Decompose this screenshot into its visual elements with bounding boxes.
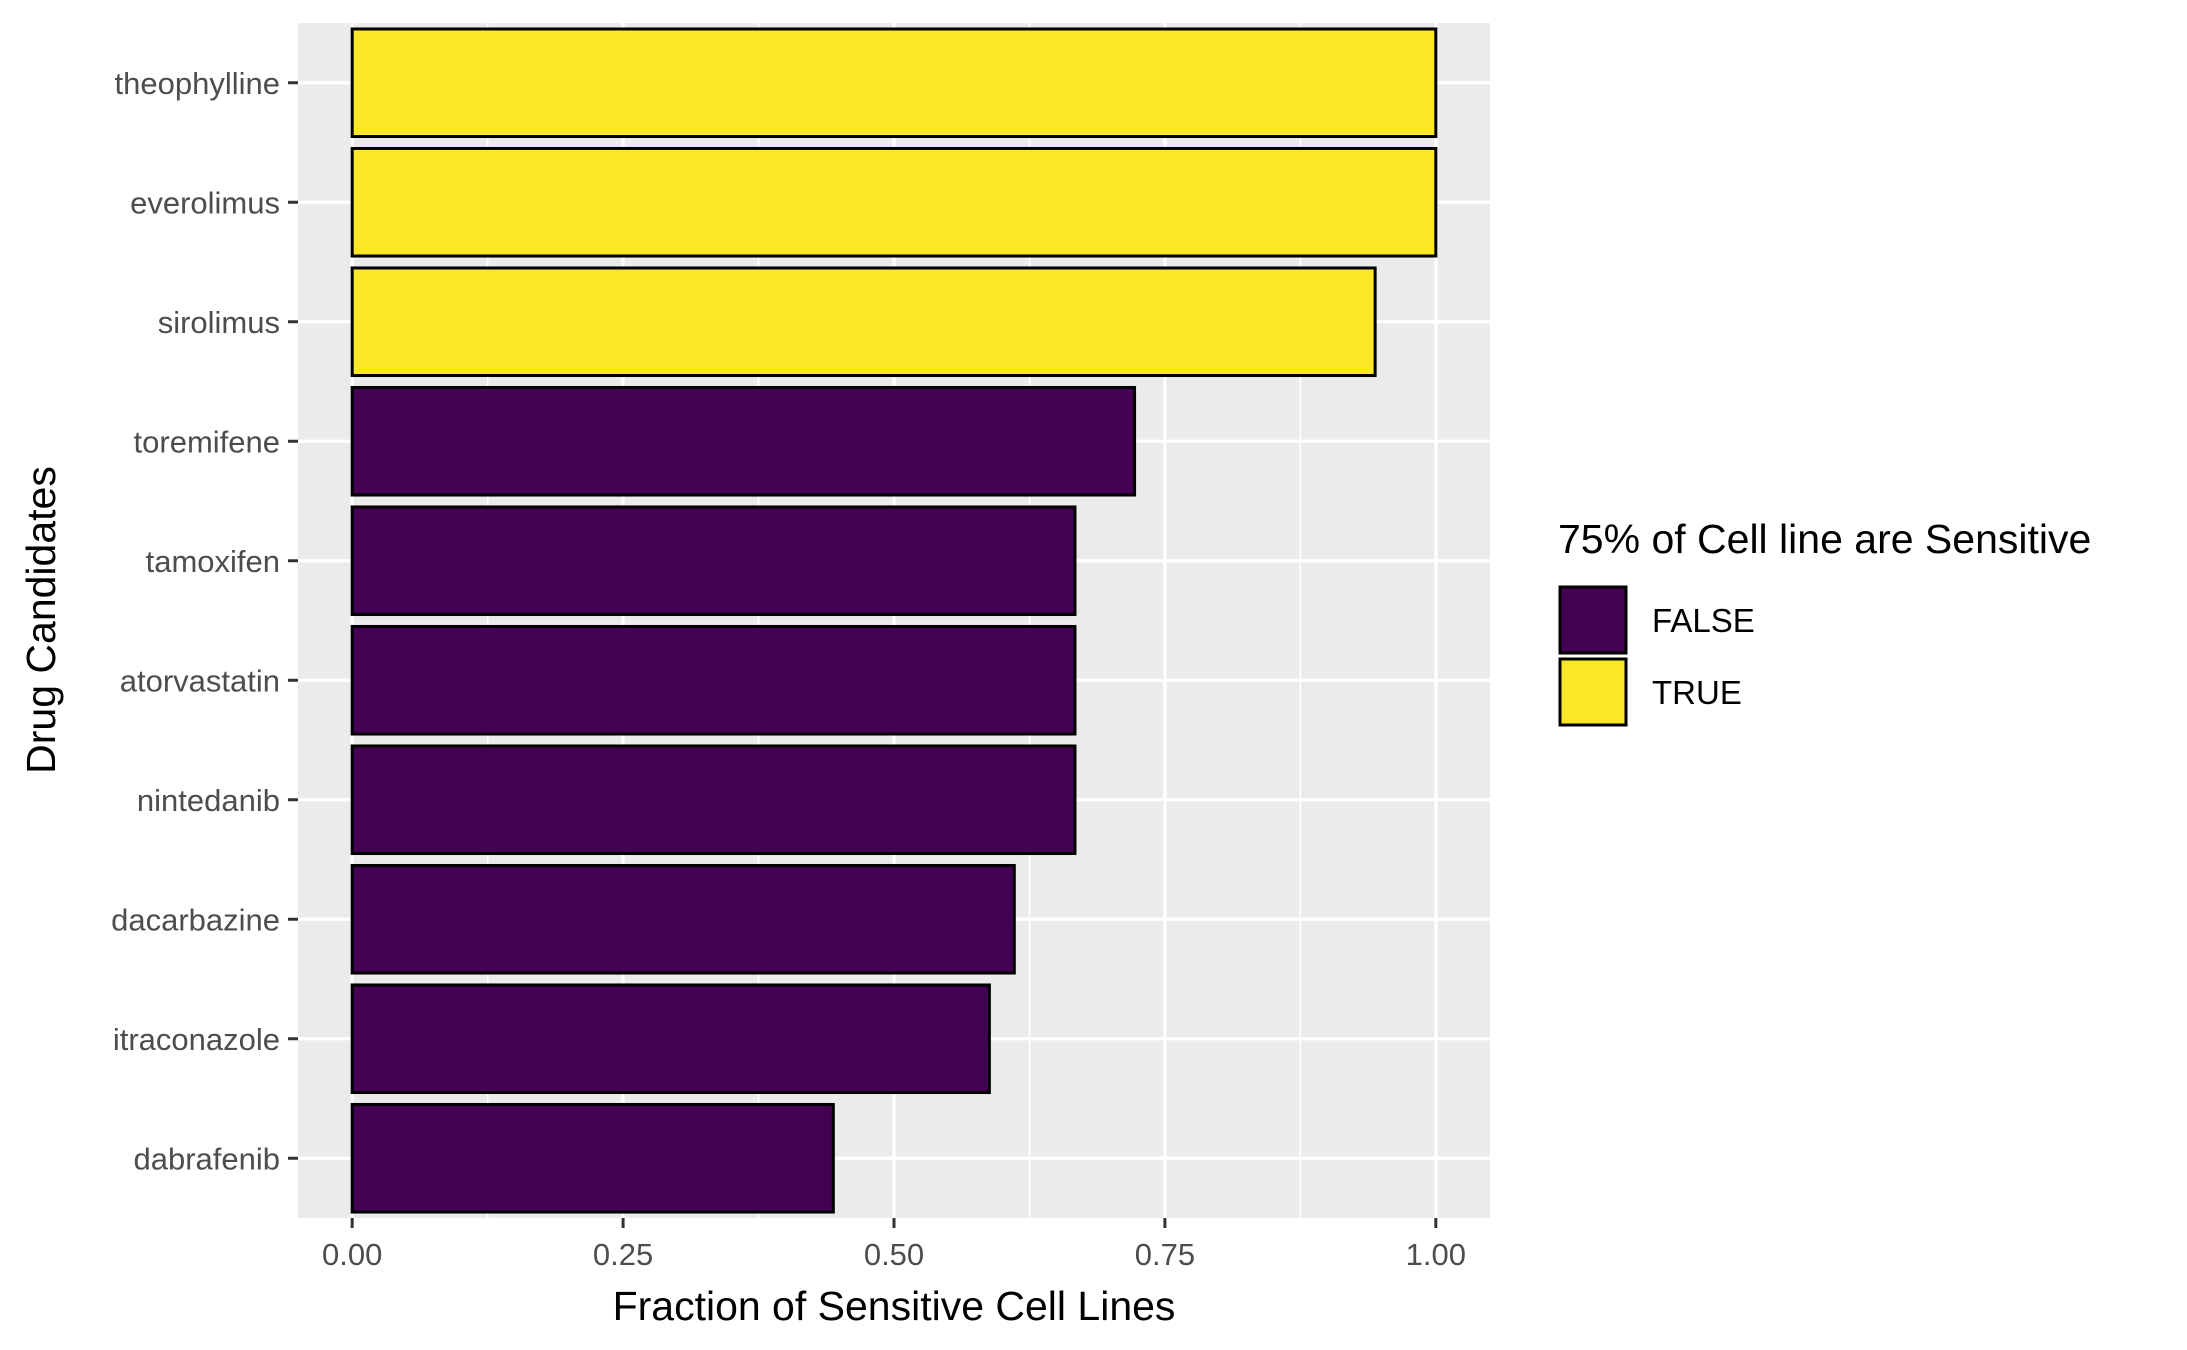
y-tick-label-itraconazole: itraconazole [113, 1022, 280, 1057]
x-tick-label: 1.00 [1406, 1237, 1466, 1272]
bar-tamoxifen [350, 505, 1077, 617]
y-tick-label-tamoxifen: tamoxifen [146, 544, 280, 579]
bar-nintedanib [350, 744, 1077, 856]
y-axis: theophylline everolimus sirolimus toremifen… [111, 66, 298, 1176]
x-tick-label: 0.25 [593, 1237, 653, 1272]
y-tick-label-sirolimus: sirolimus [158, 305, 280, 340]
legend: 75% of Cell line are Sensitive FALSE TRU… [1558, 516, 2091, 727]
legend-label-false: FALSE [1652, 602, 1755, 639]
bar-itraconazole [350, 983, 991, 1095]
bar-theophylline [350, 27, 1438, 139]
legend-swatch-true [1558, 657, 1628, 727]
bar-toremifene [350, 385, 1137, 497]
x-axis: 0.00 0.25 0.50 0.75 1.00 [322, 1218, 1466, 1272]
y-tick-label-dacarbazine: dacarbazine [111, 902, 280, 937]
legend-label-true: TRUE [1652, 674, 1742, 711]
legend-title: 75% of Cell line are Sensitive [1558, 516, 2091, 562]
y-tick-label-everolimus: everolimus [130, 185, 280, 220]
x-tick-label: 0.75 [1135, 1237, 1195, 1272]
y-tick-label-dabrafenib: dabrafenib [133, 1141, 280, 1176]
y-tick-label-atorvastatin: atorvastatin [120, 663, 280, 698]
x-tick-label: 0.00 [322, 1237, 382, 1272]
y-axis-title: Drug Candidates [18, 466, 64, 774]
y-tick-label-theophylline: theophylline [115, 66, 280, 101]
x-axis-title: Fraction of Sensitive Cell Lines [613, 1283, 1176, 1329]
bar-dabrafenib [350, 1102, 835, 1214]
bars [350, 27, 1438, 1214]
bar-sirolimus [350, 266, 1377, 378]
bar-dacarbazine [350, 863, 1016, 975]
y-tick-label-toremifene: toremifene [134, 424, 280, 459]
bar-atorvastatin [350, 624, 1077, 736]
bar-everolimus [350, 146, 1438, 258]
x-tick-label: 0.50 [864, 1237, 924, 1272]
y-tick-label-nintedanib: nintedanib [137, 783, 280, 818]
legend-swatch-false [1558, 585, 1628, 655]
